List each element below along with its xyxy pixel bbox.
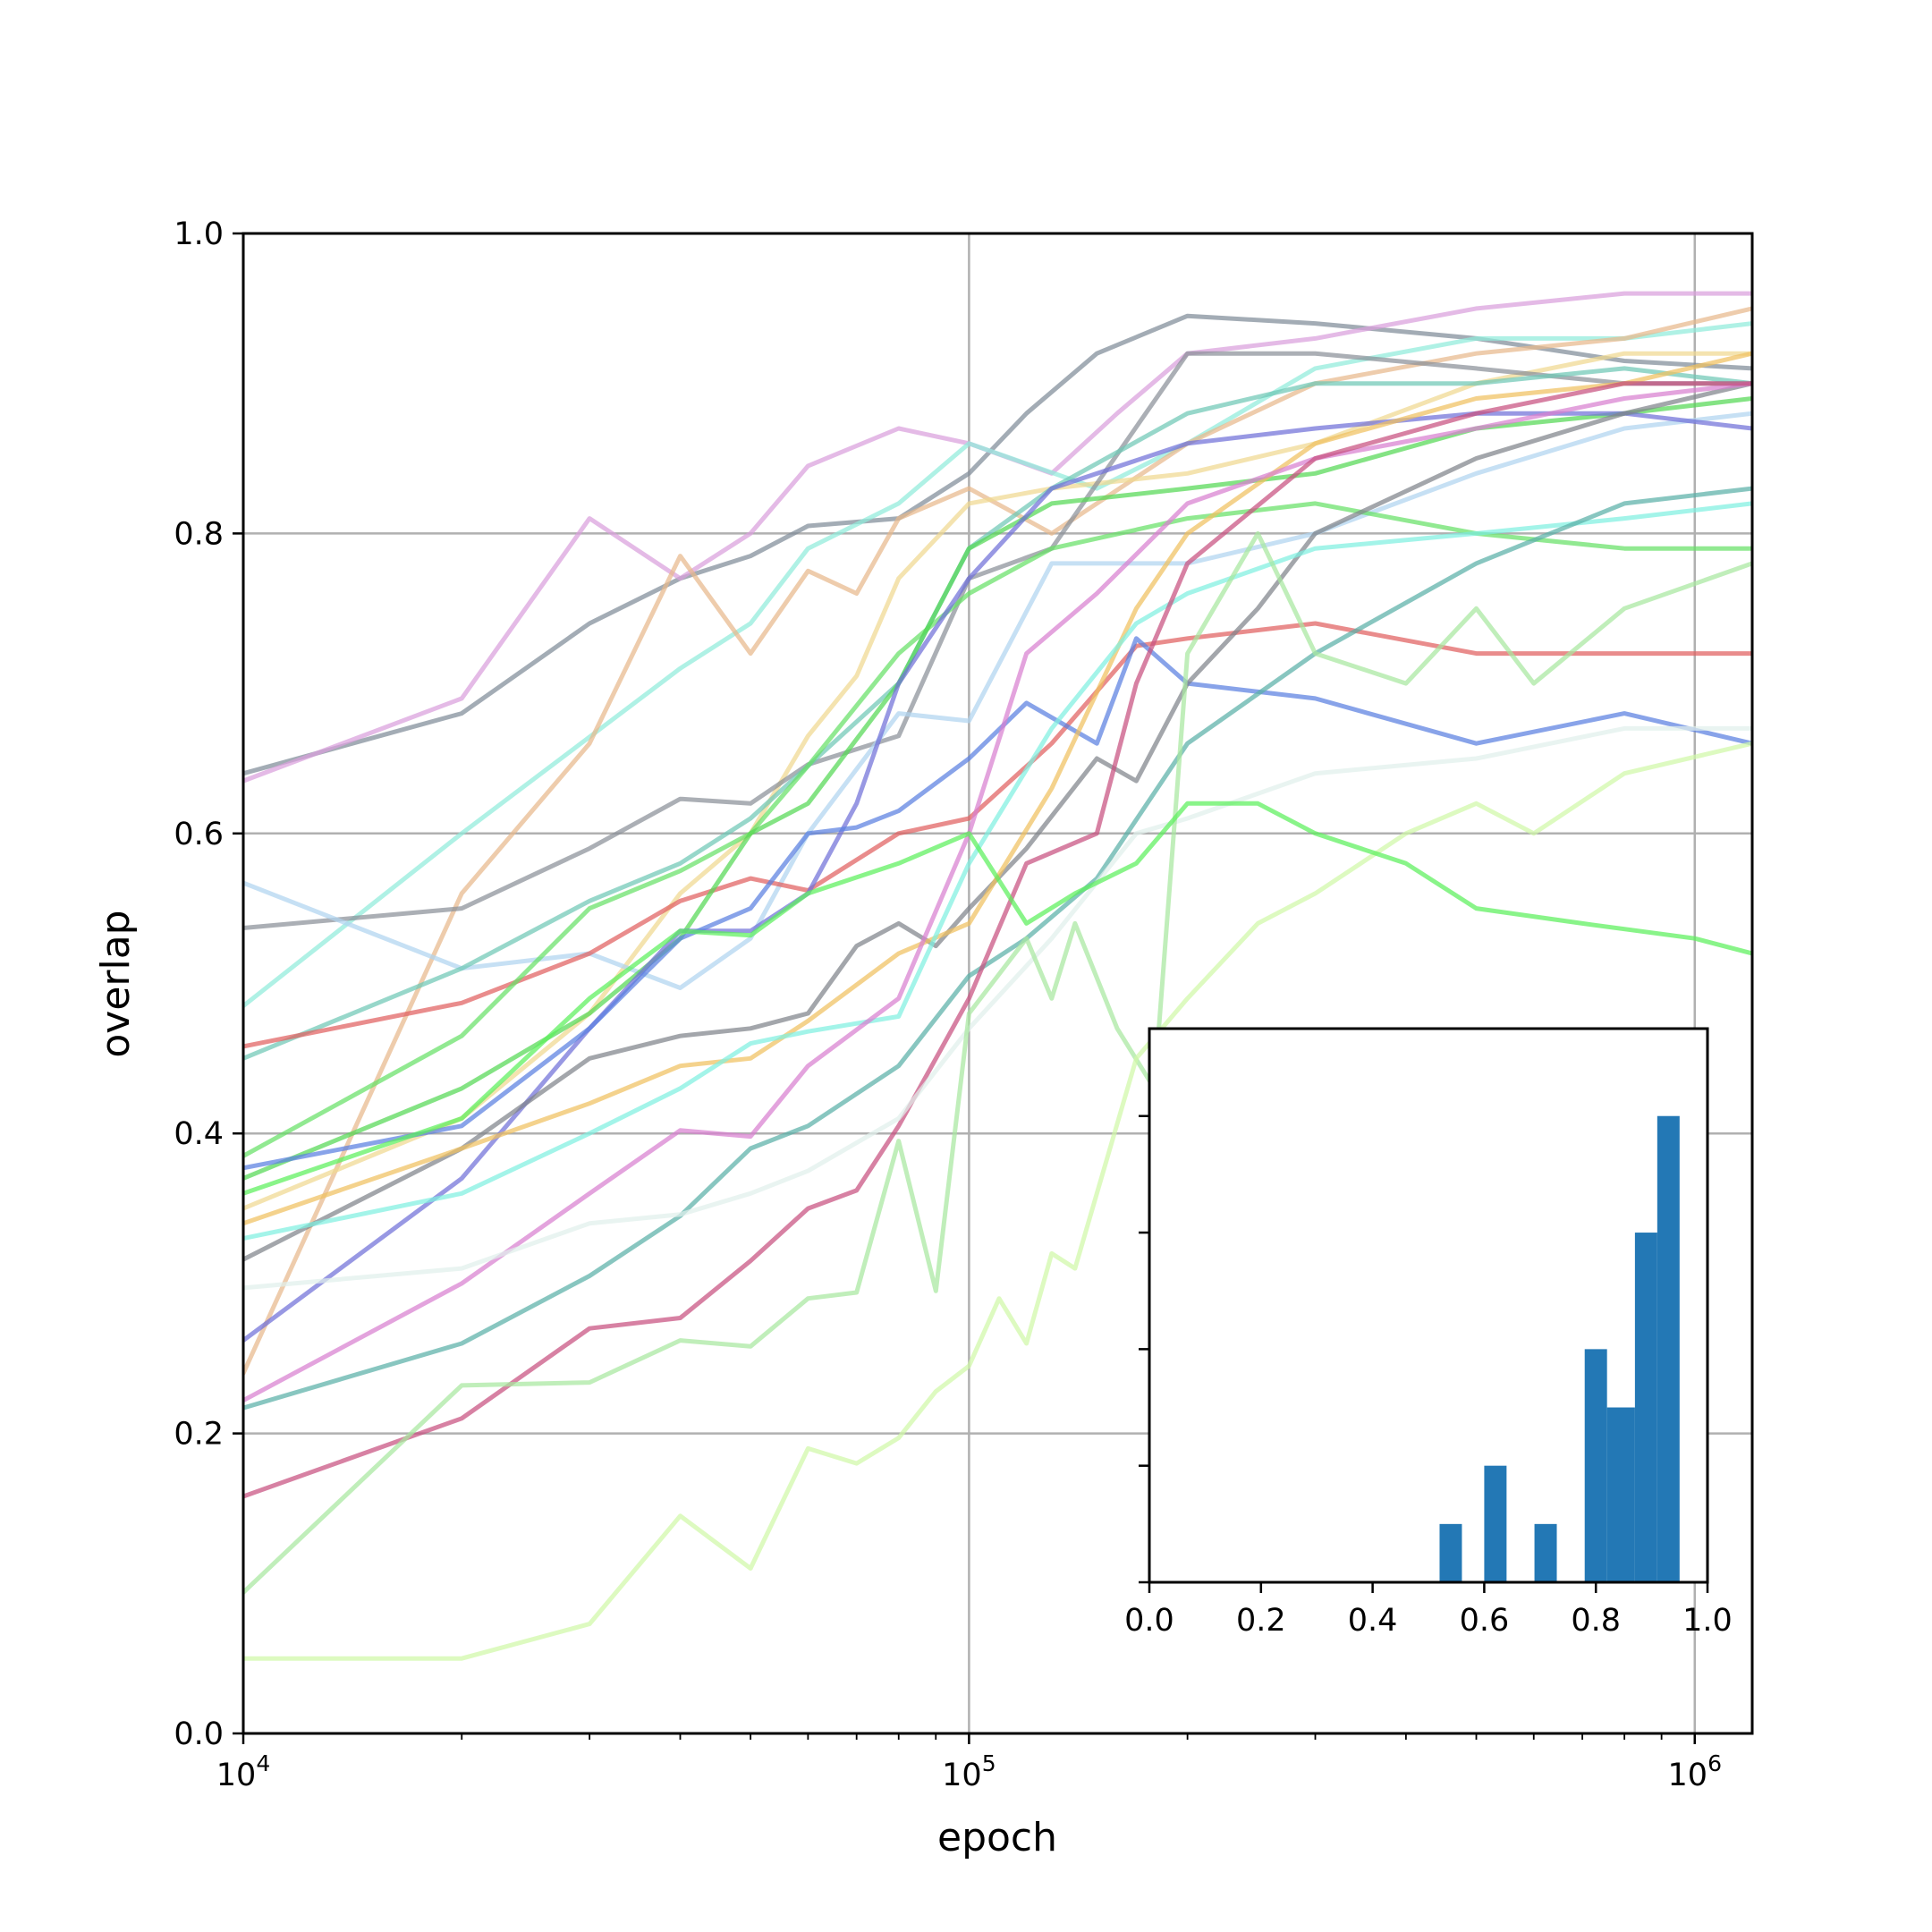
inset-x-tick-label: 0.2 [1236, 1603, 1286, 1639]
y-tick-label: 0.4 [174, 1116, 224, 1152]
series-line-6 [243, 351, 1752, 930]
series-line-23 [243, 801, 1752, 1196]
series-line-21 [243, 530, 1752, 1595]
y-tick-label: 0.6 [174, 817, 224, 852]
series-line-14 [243, 381, 1752, 1262]
inset-ticks: 0.0 0.2 0.4 0.6 0.8 1.0 [1124, 1114, 1733, 1639]
series-line-7 [243, 411, 1752, 990]
histogram-bar [1534, 1523, 1557, 1582]
inset-x-tick-label: 0.8 [1571, 1603, 1621, 1639]
histogram-bar [1606, 1407, 1635, 1582]
series-line-16 [243, 501, 1752, 1241]
main-plot-frame [242, 232, 1754, 1735]
histogram-bar [1584, 1349, 1607, 1582]
inset-x-tick-label: 0.6 [1460, 1603, 1510, 1639]
histogram-bar [1634, 1233, 1657, 1582]
series-lines [243, 291, 1752, 1661]
inset-x-tick-label: 0.4 [1348, 1603, 1398, 1639]
y-tick-label: 1.0 [174, 216, 224, 252]
y-tick-label: 0.2 [174, 1417, 224, 1453]
inset-frame [1148, 1027, 1709, 1584]
inset-x-tick-label: 1.0 [1682, 1603, 1733, 1639]
main-ticks: 0.0 0.2 0.4 0.6 0.8 1.0 104 105 106 [174, 216, 1722, 1793]
series-line-15 [243, 351, 1752, 1226]
x-tick-label: 106 [1668, 1750, 1722, 1793]
histogram-bar [1484, 1465, 1507, 1582]
x-tick-label: 105 [942, 1750, 996, 1793]
series-line-22 [243, 741, 1752, 1661]
series-line-3 [243, 321, 1752, 1009]
x-axis-title: epoch [937, 1815, 1057, 1860]
series-line-13 [243, 636, 1752, 1171]
y-tick-label: 0.0 [174, 1716, 224, 1752]
inset-x-tick-label: 0.0 [1124, 1603, 1174, 1639]
series-line-10 [243, 501, 1752, 1158]
y-axis-title: overlap [93, 910, 139, 1057]
series-line-18 [243, 486, 1752, 1411]
inset-bars [1439, 1115, 1680, 1582]
series-line-1 [243, 313, 1752, 776]
series-line-11 [243, 396, 1752, 1181]
histogram-bar [1657, 1115, 1680, 1582]
x-tick-label: 104 [216, 1750, 270, 1793]
series-line-9 [243, 621, 1752, 1049]
series-line-19 [243, 381, 1752, 1499]
histogram-bar [1439, 1523, 1462, 1582]
inset-histogram: 0.0 0.2 0.4 0.6 0.8 1.0 [1124, 1027, 1733, 1639]
y-tick-label: 0.8 [174, 516, 224, 552]
